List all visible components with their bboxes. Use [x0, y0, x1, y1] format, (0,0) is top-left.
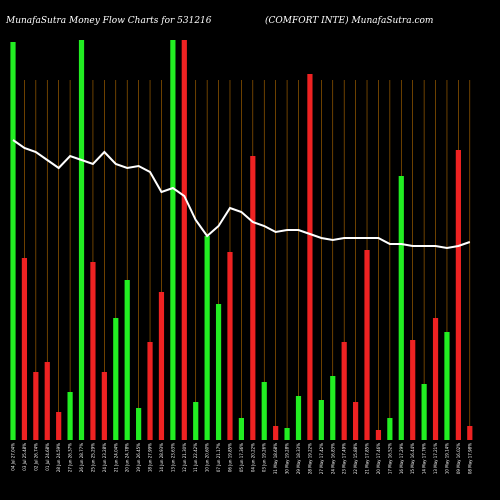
x-tick-label: 11 Jun 22.42%: [193, 443, 198, 472]
bar: [387, 418, 393, 440]
x-tick-label: 12 Jun 21.30%: [182, 443, 187, 472]
x-tick-label: 21 May 17.85%: [365, 443, 370, 474]
bar: [90, 262, 96, 440]
bar: [410, 340, 416, 440]
bar: [284, 428, 290, 440]
bar: [295, 396, 302, 440]
bar: [421, 384, 427, 440]
x-tick-label: 06 Jun 19.85%: [227, 443, 232, 472]
x-tick-label: 19 Jun 26.45%: [136, 443, 141, 472]
x-tick-label: 28 May 19.22%: [307, 443, 312, 474]
bar: [238, 418, 244, 440]
bar: [56, 412, 62, 440]
x-tick-label: 17 May 16.52%: [387, 443, 392, 474]
x-tick-label: 13 May 17.21%: [433, 443, 438, 474]
bar: [10, 42, 16, 440]
x-tick-label: 14 Jun 28.93%: [159, 443, 164, 472]
line-series: [12, 139, 471, 250]
bar: [273, 426, 279, 440]
chart-header-right: (COMFORT INTE) MunafaSutra.com: [265, 15, 433, 26]
bar: [158, 292, 165, 440]
bar: [113, 318, 119, 440]
x-tick-label: 18 Jun 27.99%: [148, 443, 153, 472]
bar: [44, 362, 50, 440]
x-tick-label: 21 Jun 24.04%: [113, 443, 118, 472]
x-tick-label: 31 May 18.68%: [273, 443, 278, 474]
x-tick-label: 10 May 19.14%: [444, 443, 449, 474]
x-tick-label: 08 May 17.98%: [467, 443, 472, 474]
chart-header-left: MunafaSutra Money Flow Charts for 531216: [5, 16, 212, 26]
x-tick-label: 07 Jun 21.17%: [216, 443, 221, 472]
x-tick-label: 16 May 17.29%: [399, 443, 404, 474]
x-tick-label: 22 May 15.88%: [353, 443, 358, 474]
x-tick-label: 28 Jun 24.59%: [56, 443, 61, 472]
x-tick-label: 30 May 19.28%: [285, 443, 290, 474]
bar: [250, 156, 256, 440]
bar: [33, 372, 39, 440]
bar: [467, 426, 473, 440]
bar: [181, 40, 187, 440]
bars: [10, 40, 473, 440]
x-tick-label: 29 May 18.33%: [296, 443, 301, 474]
bar: [375, 430, 382, 440]
bar: [204, 236, 210, 440]
bar: [147, 342, 153, 440]
bar: [398, 176, 404, 440]
bar: [455, 150, 461, 440]
x-tick-labels: 04 Jul 27.04% 03 Jul 25.48% 02 Jul 26.74% 0…: [11, 443, 473, 474]
x-tick-label: 27 Jun 26.37%: [68, 443, 73, 472]
bar: [307, 74, 313, 440]
bar: [170, 40, 176, 440]
bar: [341, 342, 347, 440]
bar: [227, 252, 233, 440]
x-tick-label: 09 May 16.02%: [456, 443, 461, 474]
x-tick-label: 25 Jun 25.29%: [90, 443, 95, 472]
bar: [101, 372, 107, 440]
bar: [318, 400, 324, 440]
bar: [261, 382, 267, 440]
bar: [353, 402, 359, 440]
series-line: [12, 139, 471, 250]
x-tick-label: 04 Jun 20.22%: [250, 443, 255, 472]
x-tick-label: 24 Jun 23.28%: [102, 443, 107, 472]
x-tick-label: 24 May 16.83%: [330, 443, 335, 474]
bar: [215, 304, 222, 440]
x-tick-label: 15 May 16.44%: [410, 443, 415, 474]
x-tick-label: 27 May 17.42%: [319, 443, 324, 474]
x-tick-label: 03 Jun 19.26%: [262, 443, 267, 472]
bar: [78, 40, 85, 440]
x-tick-label: 14 May 17.76%: [422, 443, 427, 474]
bar: [364, 250, 370, 440]
x-tick-label: 05 Jun 17.36%: [239, 443, 244, 472]
x-tick-label: 13 Jun 23.63%: [170, 443, 175, 472]
bar: [444, 332, 450, 440]
bar: [67, 392, 73, 440]
x-tick-label: 23 May 17.49%: [342, 443, 347, 474]
bar: [193, 402, 199, 440]
x-tick-label: 01 Jul 24.68%: [45, 443, 50, 471]
bar: [330, 376, 336, 440]
x-tick-label: 03 Jul 25.48%: [22, 443, 27, 471]
x-tick-label: 20 Jun 24.78%: [125, 443, 130, 472]
x-tick-label: 26 Jun 28.77%: [79, 443, 84, 472]
bar: [21, 258, 28, 440]
bar: [136, 408, 142, 440]
bar: [124, 280, 130, 440]
x-tick-label: 20 May 17.46%: [376, 443, 381, 474]
x-tick-label: 10 Jun 20.60%: [205, 443, 210, 472]
x-tick-label: 04 Jul 27.04%: [11, 443, 16, 471]
bar: [432, 318, 439, 440]
x-tick-label: 02 Jul 26.74%: [33, 443, 38, 471]
